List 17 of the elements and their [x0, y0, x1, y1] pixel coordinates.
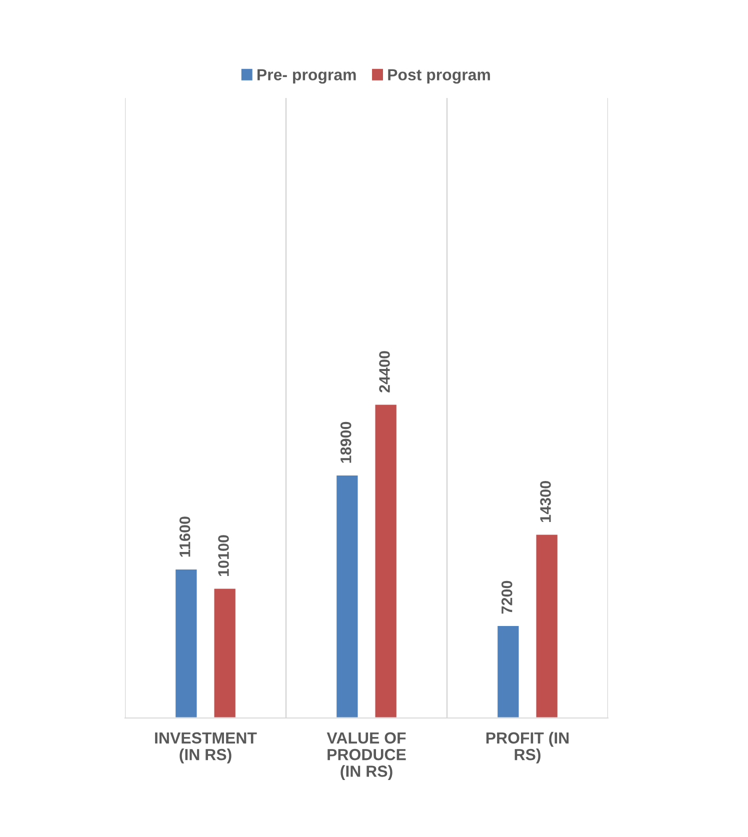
bar: [212, 587, 237, 718]
data-label: 14300: [540, 481, 551, 522]
bar: [496, 624, 520, 718]
data-label: 11600: [179, 516, 190, 557]
bar: [534, 533, 559, 718]
data-label: 24400: [379, 351, 390, 392]
bar: [374, 403, 398, 718]
x-tick-label: INVESTMENT (IN RS): [155, 732, 257, 764]
x-tick-label: PROFIT (IN RS): [486, 732, 569, 764]
legend-label: Post program: [388, 69, 490, 84]
bar: [335, 474, 360, 718]
bar: [174, 568, 198, 718]
data-label: 10100: [218, 535, 229, 576]
legend-label: Pre- program: [258, 69, 356, 84]
data-label: 18900: [340, 422, 352, 463]
x-tick-label: VALUE OF PRODUCE (IN RS): [326, 732, 406, 780]
data-label: 7200: [501, 580, 512, 614]
